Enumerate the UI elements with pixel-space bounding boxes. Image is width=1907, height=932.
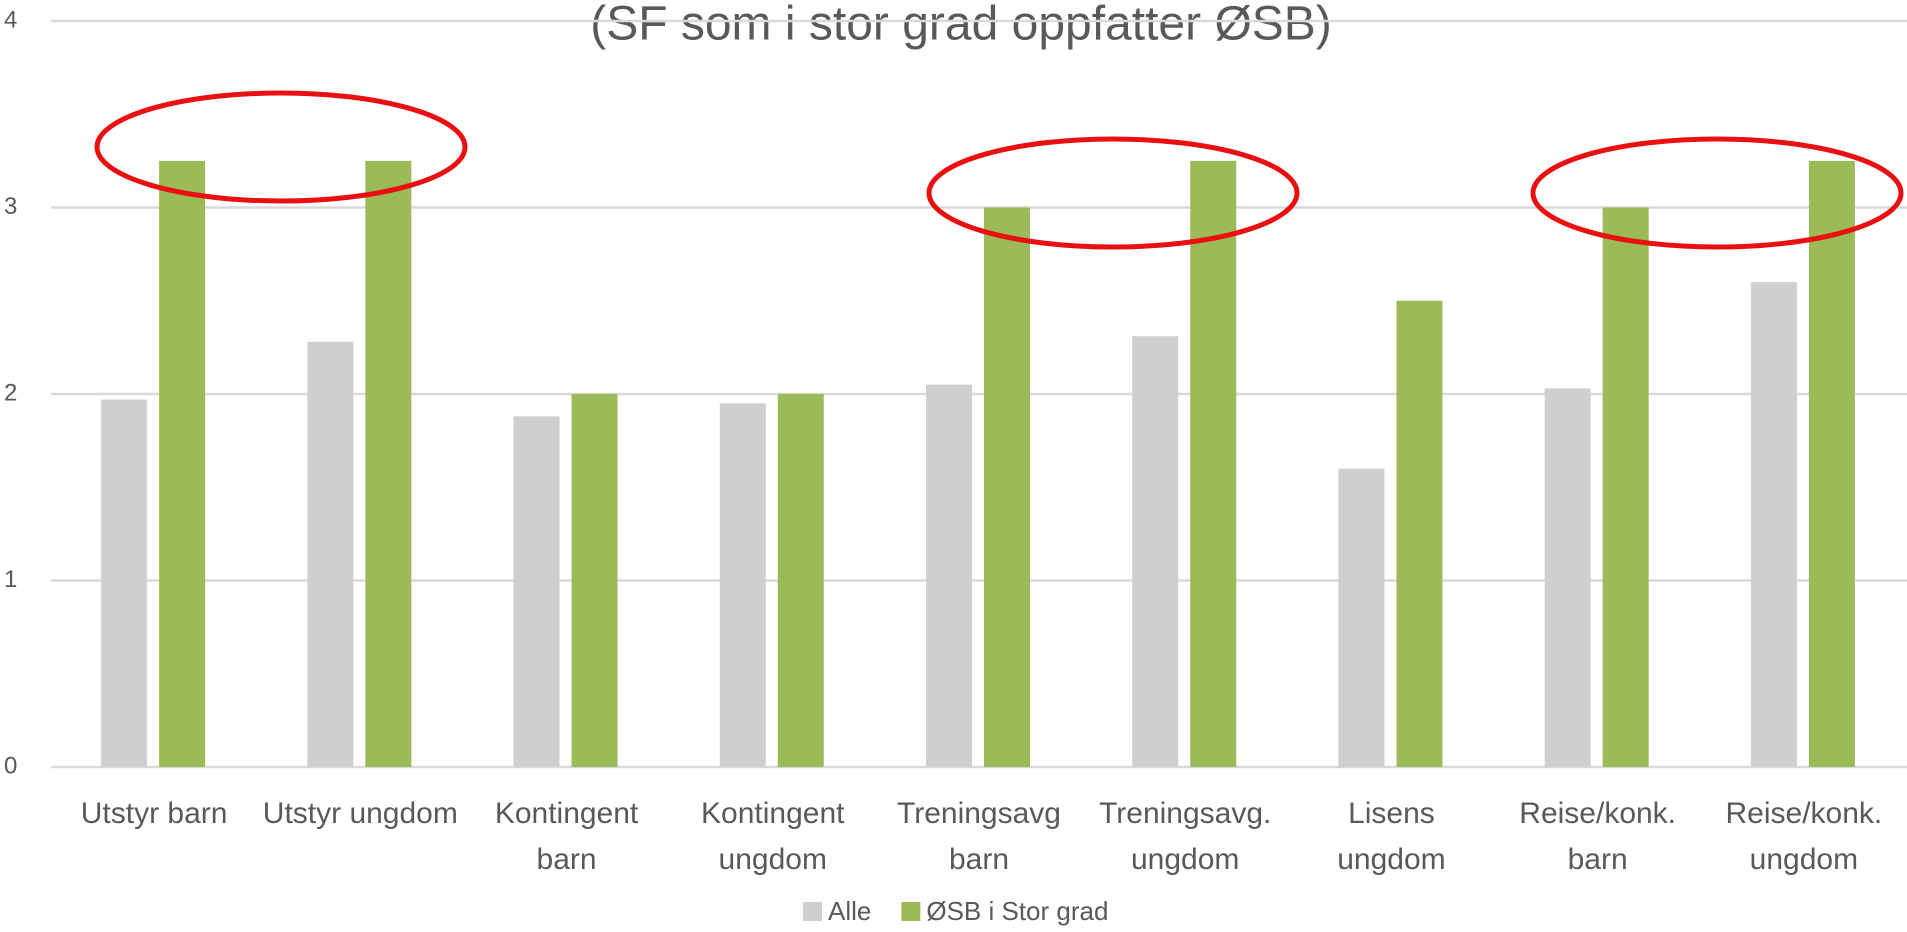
legend-swatch [803,902,822,921]
y-tick-label: 3 [4,193,17,220]
x-tick-label: Utstyr ungdom [262,797,458,830]
x-tick-label-box: Kontingent barn [494,797,639,876]
x-tick-label-box: Utstyr ungdom [262,797,458,830]
legend-label: ØSB i Stor grad [926,896,1108,926]
bar [1132,336,1179,767]
x-tick-label: Reise/konk. barn [1519,797,1677,876]
bar [159,160,206,767]
bar [1396,300,1443,767]
bar [365,160,412,767]
annotations [94,90,1904,250]
bar [926,384,972,767]
bar [1190,160,1237,767]
legend-label: Alle [828,896,871,926]
bar [513,416,560,767]
x-tick-label: Treningsavg. ungdom [1099,797,1272,876]
x-tick-label-box: Kontingent ungdom [701,797,845,876]
x-tick-label: Lisens ungdom [1337,797,1446,876]
bar [984,207,1030,767]
bar [571,394,618,767]
highlight-ellipse [94,90,468,204]
y-tick-label: 2 [4,379,17,406]
y-tick-label: 4 [4,6,17,33]
bar [777,394,824,767]
x-tick-label: Kontingent barn [494,797,639,876]
bar [719,403,766,767]
x-tick-label: Treningsavg barn [897,797,1061,876]
bar [1338,468,1385,767]
x-tick-label: Reise/konk. ungdom [1725,797,1883,876]
x-tick-label-box: Treningsavg. ungdom [1099,797,1272,876]
bar [1602,207,1649,767]
legend-swatch [901,902,921,921]
x-tick-label-box: Lisens ungdom [1337,797,1446,876]
highlight-ellipse [1530,136,1904,250]
bar [1808,160,1855,767]
bar [101,399,148,767]
y-tick-label: 0 [4,752,17,779]
x-tick-label-box: Reise/konk. ungdom [1725,797,1883,876]
x-tick-label-box: Treningsavg barn [897,797,1061,876]
highlight-ellipse [926,136,1300,250]
bar [307,341,354,767]
bar [1544,388,1591,767]
chart-title: (SF som i stor grad oppfatter ØSB) [590,0,1332,51]
x-tick-label-box: Reise/konk. barn [1519,797,1677,876]
y-tick-label: 1 [4,566,17,593]
bar [1750,282,1797,767]
x-tick-label: Utstyr barn [80,797,228,830]
x-tick-label-box: Utstyr barn [80,797,228,830]
x-tick-label: Kontingent ungdom [701,797,845,876]
